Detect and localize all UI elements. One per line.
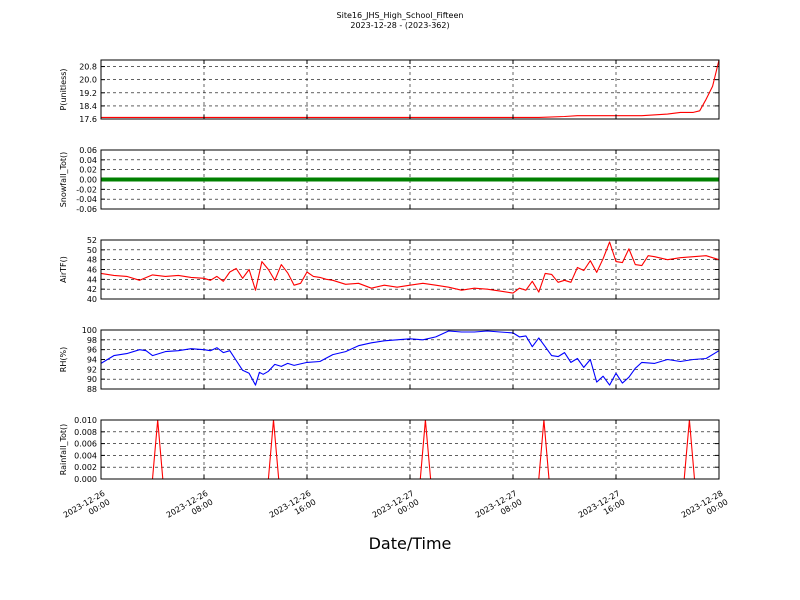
y-tick-label: -0.04 (76, 195, 97, 204)
series-line (101, 59, 720, 118)
y-tick-label: 52 (87, 236, 97, 245)
y-tick-label: -0.02 (76, 185, 97, 194)
y-tick-label: 90 (87, 375, 97, 384)
y-tick-label: 96 (87, 346, 97, 355)
y-axis-label: AirTF() (59, 256, 68, 283)
series-line (100, 330, 720, 386)
y-axis-label: Snowfall_Tot() (59, 152, 68, 208)
y-tick-label: 0.010 (74, 416, 97, 425)
y-tick-label: 94 (87, 356, 97, 365)
series-line (100, 241, 720, 294)
y-tick-label: 0.00 (79, 176, 97, 185)
y-tick-label: 17.6 (79, 115, 97, 124)
y-tick-label: 40 (87, 295, 97, 304)
y-tick-label: 88 (87, 385, 97, 394)
y-tick-label: 98 (87, 336, 97, 345)
y-tick-label: 44 (87, 275, 97, 284)
y-tick-label: 100 (82, 326, 97, 335)
y-axis-label: RH(%) (59, 347, 68, 372)
y-tick-label: 19.2 (79, 89, 97, 98)
y-tick-label: 0.06 (79, 146, 97, 155)
y-tick-label: 0.000 (74, 475, 97, 484)
y-tick-label: 0.008 (74, 428, 97, 437)
x-axis-label: Date/Time (368, 534, 452, 553)
y-tick-label: 92 (87, 365, 97, 374)
y-tick-label: 0.006 (74, 440, 97, 449)
y-tick-label: 50 (87, 246, 97, 255)
y-tick-label: 18.4 (79, 102, 97, 111)
y-tick-label: 0.04 (79, 156, 97, 165)
y-tick-label: 20.0 (79, 76, 97, 85)
chart-subtitle: 2023-12-28 - (2023-362) (350, 21, 450, 30)
y-tick-label: -0.06 (76, 205, 97, 214)
y-axis-label: Rainfall_Tot() (59, 424, 68, 476)
y-tick-label: 42 (87, 285, 97, 294)
chart-title: Site16_JHS_High_School_Fifteen (336, 11, 464, 20)
y-tick-label: 0.004 (74, 451, 97, 460)
y-tick-label: 0.02 (79, 166, 97, 175)
y-tick-label: 46 (87, 266, 97, 275)
y-tick-label: 48 (87, 256, 97, 265)
y-tick-label: 0.002 (74, 463, 97, 472)
y-tick-label: 20.8 (79, 63, 97, 72)
y-axis-label: P(unitless) (59, 68, 68, 110)
